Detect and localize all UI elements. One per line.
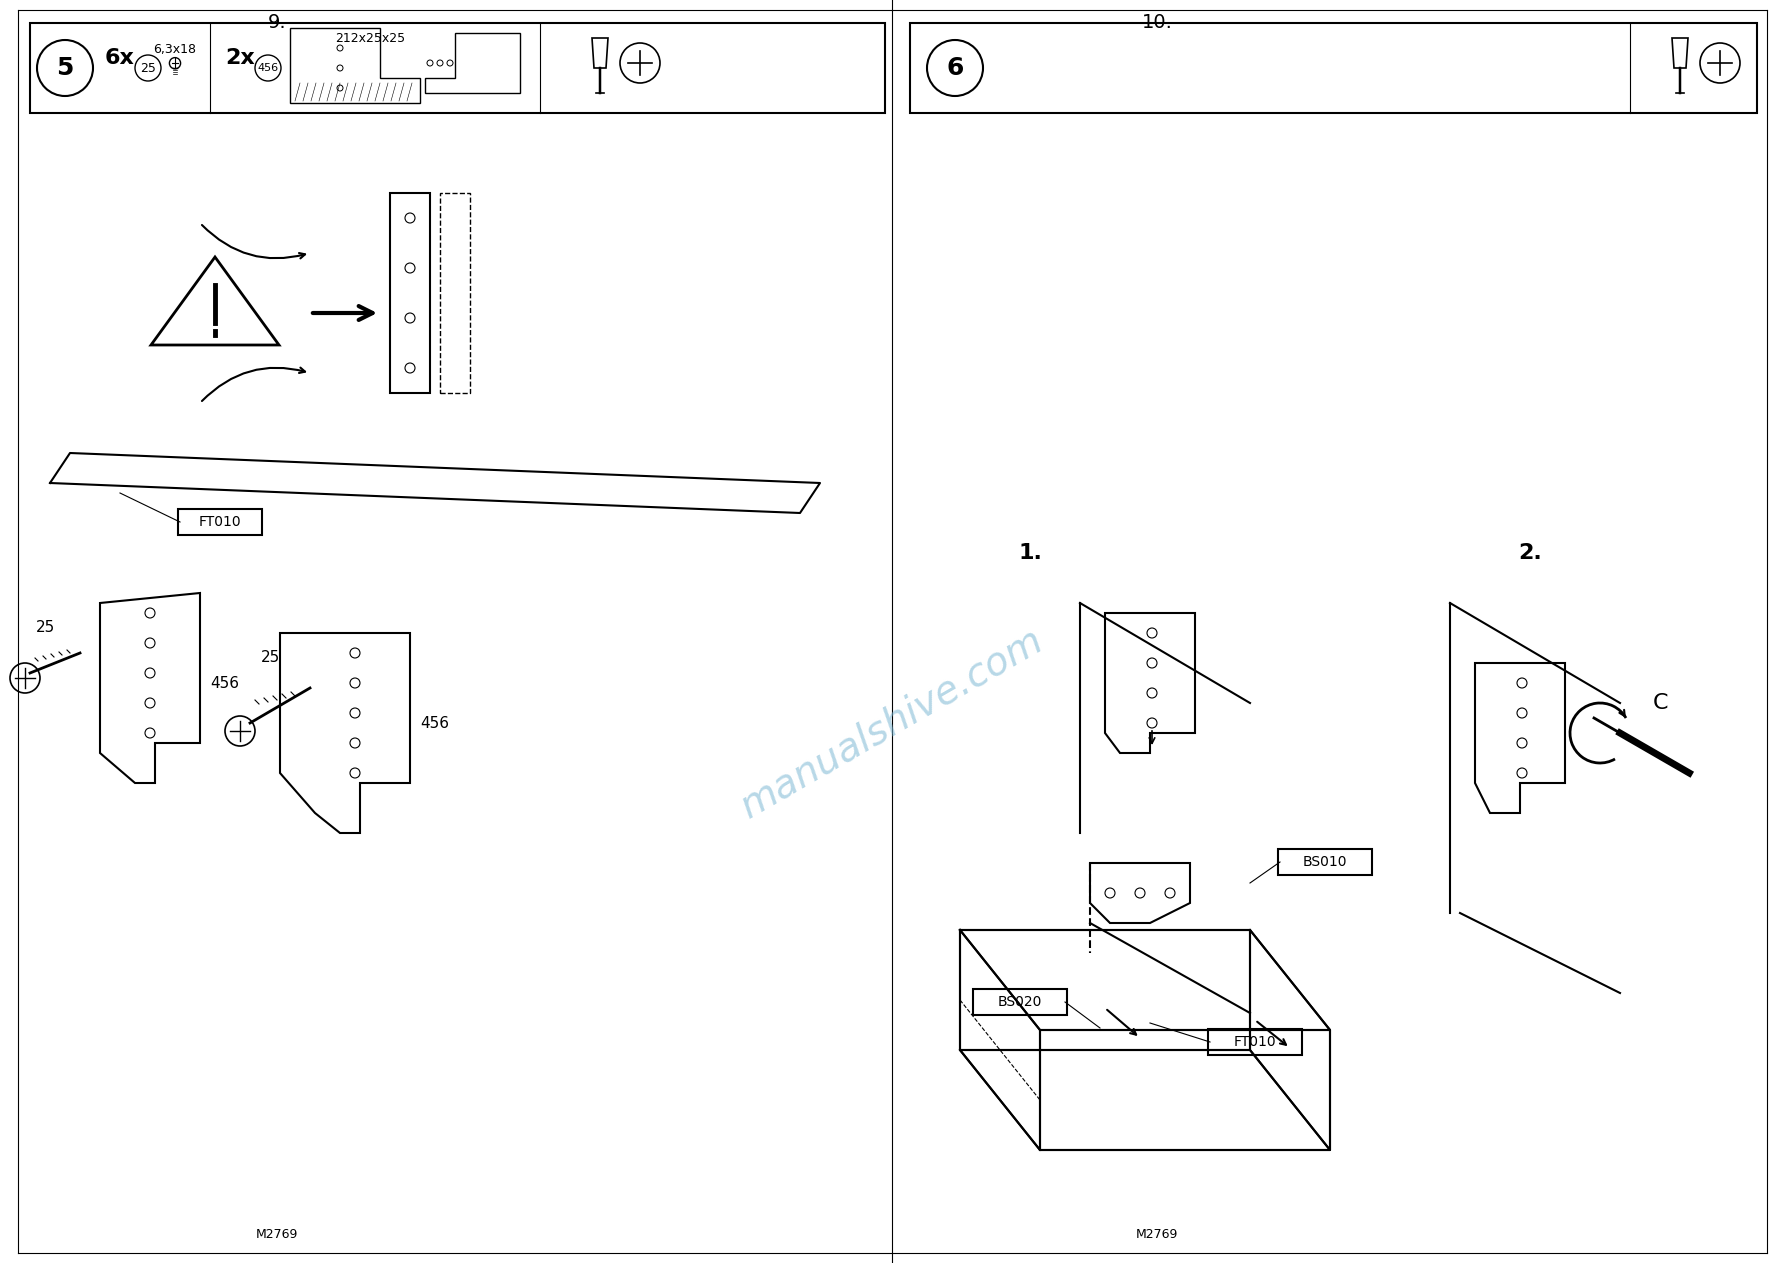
Text: 456: 456	[211, 676, 239, 691]
Text: manualshive.com: manualshive.com	[734, 620, 1050, 825]
FancyBboxPatch shape	[1208, 1029, 1301, 1055]
Text: 25: 25	[261, 650, 280, 666]
Bar	[389, 193, 430, 393]
Text: 1.: 1.	[1017, 543, 1042, 563]
Bar	[439, 193, 469, 393]
Text: 5: 5	[57, 56, 73, 80]
Text: FT010: FT010	[1233, 1034, 1276, 1050]
Text: 456: 456	[419, 716, 450, 730]
Text: 6x: 6x	[105, 48, 136, 68]
Text: 212x25x25: 212x25x25	[336, 32, 405, 44]
Text: 9.: 9.	[268, 14, 286, 33]
FancyBboxPatch shape	[178, 509, 262, 536]
Text: 6,3x18: 6,3x18	[154, 43, 196, 57]
Text: 25: 25	[139, 62, 155, 75]
Text: M2769: M2769	[1135, 1229, 1178, 1242]
FancyBboxPatch shape	[973, 989, 1067, 1015]
Bar	[910, 23, 1756, 112]
Text: 6: 6	[946, 56, 964, 80]
Bar	[30, 23, 885, 112]
Text: C: C	[1653, 693, 1667, 714]
Text: 2x: 2x	[225, 48, 255, 68]
Text: 456: 456	[257, 63, 278, 73]
Text: 25: 25	[36, 620, 55, 635]
FancyBboxPatch shape	[1278, 849, 1373, 875]
Text: BS010: BS010	[1303, 855, 1348, 869]
Text: 10.: 10.	[1142, 14, 1173, 33]
Text: 2.: 2.	[1517, 543, 1542, 563]
Text: BS020: BS020	[998, 995, 1042, 1009]
Text: FT010: FT010	[198, 515, 241, 529]
Text: M2769: M2769	[255, 1229, 298, 1242]
